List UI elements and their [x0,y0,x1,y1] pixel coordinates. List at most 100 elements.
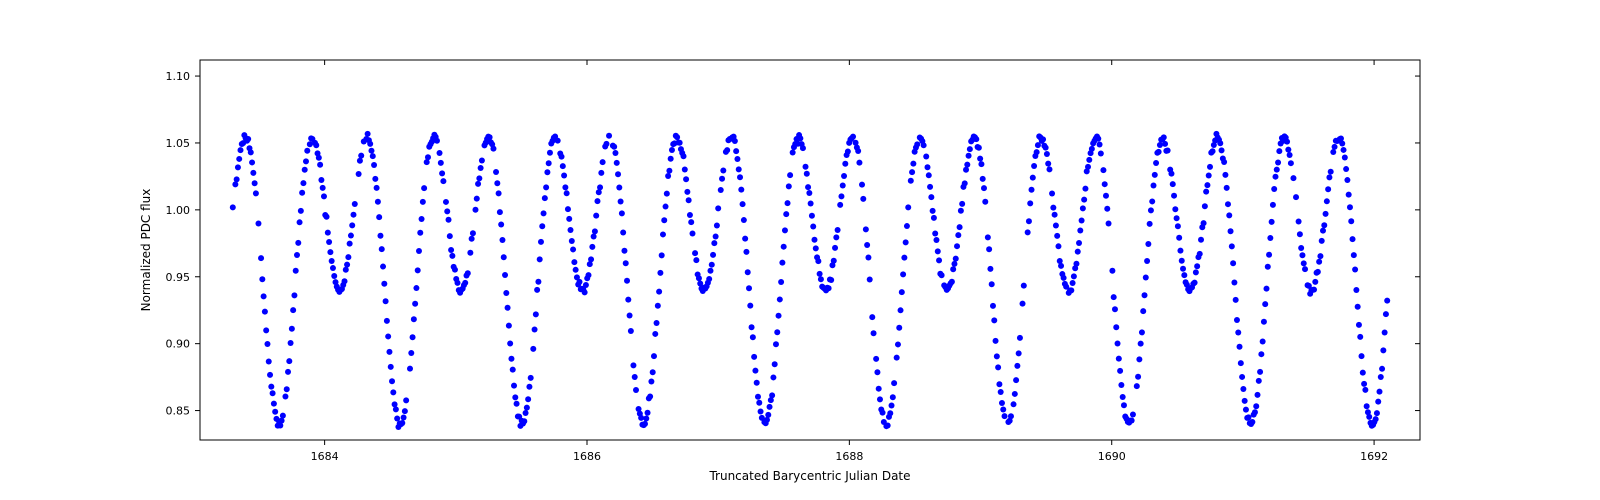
data-point [895,341,901,347]
data-point [594,198,600,204]
data-point [1017,335,1023,341]
data-point [541,210,547,216]
data-point [1053,222,1059,228]
data-point [894,355,900,361]
data-point [425,154,431,160]
data-point [865,255,871,261]
data-point [462,280,468,286]
data-point [474,196,480,202]
data-point [379,246,385,252]
data-point [1112,306,1118,312]
data-point [380,264,386,270]
data-point [682,166,688,172]
data-point [1179,258,1185,264]
data-point [837,202,843,208]
data-point [660,231,666,237]
data-point [1380,347,1386,353]
data-point [1058,263,1064,269]
data-point [746,285,752,291]
data-point [1315,269,1321,275]
data-point [1317,253,1323,259]
data-point [538,239,544,245]
data-point [1375,399,1381,405]
data-point [524,405,530,411]
data-point [300,180,306,186]
data-point [955,232,961,238]
data-point [657,270,663,276]
data-point [351,212,357,218]
data-point [1351,252,1357,258]
data-point [1089,146,1095,152]
data-point [1098,150,1104,156]
data-point [621,248,627,254]
data-point [245,136,251,142]
data-point [850,134,856,140]
data-point [1177,248,1183,254]
data-point [964,162,970,168]
data-point [785,200,791,206]
data-point [264,341,270,347]
data-point [1302,266,1308,272]
data-point [954,243,960,249]
data-point [781,244,787,250]
data-point [1111,294,1117,300]
data-point [1161,134,1167,140]
data-point [1316,259,1322,265]
data-point [388,364,394,370]
data-point [592,228,598,234]
data-point [1175,223,1181,229]
data-point [446,217,452,223]
data-point [1050,205,1056,211]
data-point [1378,374,1384,380]
data-point [434,138,440,144]
data-point [304,148,310,154]
data-point [901,255,907,261]
data-point [1379,366,1385,372]
data-point [317,162,323,168]
data-point [1136,356,1142,362]
data-point [743,249,749,255]
data-point [1264,286,1270,292]
data-point [420,199,426,205]
data-point [1270,202,1276,208]
data-point [1139,329,1145,335]
data-point [611,144,617,150]
data-point [1293,194,1299,200]
data-point [772,361,778,367]
data-point [1021,283,1027,289]
data-point [758,409,764,415]
data-point [410,334,416,340]
data-point [692,250,698,256]
data-point [582,289,588,295]
data-point [967,146,973,152]
data-point [910,161,916,167]
data-point [651,353,657,359]
data-point [1255,392,1261,398]
data-point [347,241,353,247]
data-point [1274,167,1280,173]
data-point [876,386,882,392]
data-point [1276,148,1282,154]
data-point [295,240,301,246]
data-point [773,341,779,347]
data-point [1356,322,1362,328]
data-point [1135,374,1141,380]
data-point [1165,147,1171,153]
data-point [1353,287,1359,293]
data-point [957,224,963,230]
y-tick-label: 1.00 [166,204,191,217]
data-point [690,230,696,236]
data-point [999,400,1005,406]
data-point [368,148,374,154]
data-point [1085,164,1091,170]
data-point [889,403,895,409]
x-tick-label: 1684 [311,450,339,463]
data-point [628,328,634,334]
data-point [867,277,873,283]
data-point [1328,169,1334,175]
data-point [415,267,421,273]
data-point [1229,243,1235,249]
data-point [407,366,413,372]
data-point [270,390,276,396]
data-point [1257,369,1263,375]
